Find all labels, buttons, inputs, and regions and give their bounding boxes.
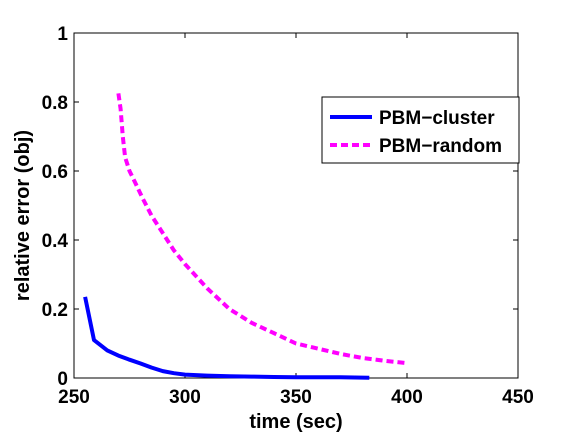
y-tick-label: 0.8 [42, 93, 68, 114]
legend: PBM−cluster PBM−random [321, 96, 520, 164]
y-tick-label: 0 [57, 369, 68, 390]
series-line-pbm-cluster [83, 296, 370, 380]
x-tick-label: 400 [391, 387, 423, 408]
x-tick-label: 450 [502, 387, 534, 408]
series-layer [83, 93, 408, 380]
legend-label-pbm-cluster: PBM−cluster [379, 108, 495, 129]
y-axis-label: relative error (obj) [12, 130, 34, 301]
plot-area [73, 32, 519, 379]
legend-label-pbm-random: PBM−random [379, 136, 502, 157]
x-tick-label: 250 [58, 387, 90, 408]
axis-ticks: 250 300 350 400 450 0 0.2 0.4 0.6 0.8 1 [42, 24, 534, 408]
y-tick-label: 0.4 [42, 231, 69, 252]
y-tick-label: 1 [57, 24, 68, 45]
y-tick-label: 0.6 [42, 162, 68, 183]
legend-box [321, 96, 520, 164]
series-line-pbm-random [116, 93, 408, 366]
x-tick-label: 350 [280, 387, 312, 408]
x-tick-label: 300 [169, 387, 201, 408]
y-tick-label: 0.2 [42, 300, 68, 321]
x-axis-label: time (sec) [249, 411, 342, 432]
